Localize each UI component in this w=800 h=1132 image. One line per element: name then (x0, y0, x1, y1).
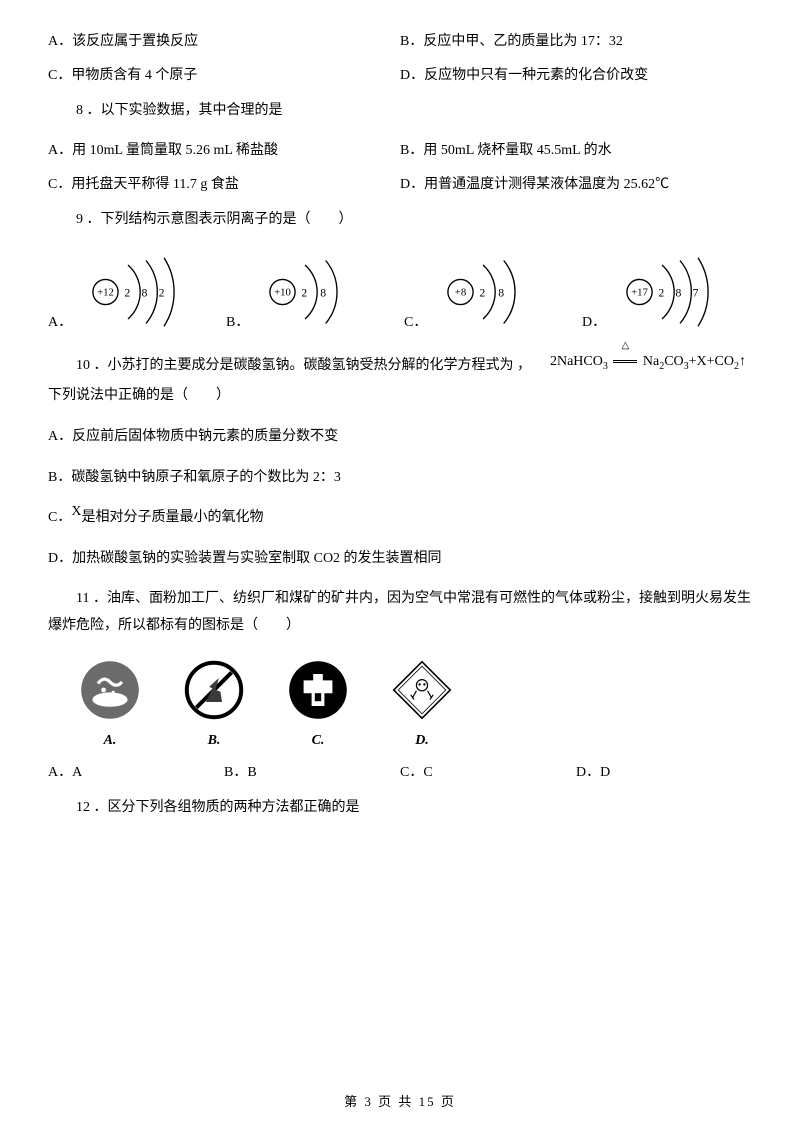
explosive-icon (286, 658, 350, 722)
svg-text:2: 2 (659, 287, 665, 300)
svg-text:7: 7 (693, 287, 699, 300)
q9-diagram-b: B． +10 2 8 (226, 247, 396, 337)
q8-option-c: C．用托盘天平称得 11.7 g 食盐 (48, 173, 400, 193)
q8-options-row1: A．用 10mL 量筒量取 5.26 mL 稀盐酸 B．用 50mL 烧杯量取 … (48, 139, 752, 159)
corrosive-icon (78, 658, 142, 722)
no-fire-icon (182, 658, 246, 722)
svg-text:8: 8 (499, 287, 505, 300)
q10-option-a: A．反应前后固体物质中钠元素的质量分数不变 (48, 424, 752, 451)
q11-options: A．A B．B C．C D．D (48, 761, 752, 781)
q7-option-c: C．甲物质含有 4 个原子 (48, 64, 400, 84)
q8-options-row2: C．用托盘天平称得 11.7 g 食盐 D．用普通温度计测得某液体温度为 25.… (48, 173, 752, 193)
q7-option-a: A．该反应属于置换反应 (48, 30, 400, 50)
svg-text:2: 2 (125, 287, 131, 300)
svg-text:2: 2 (480, 287, 486, 300)
q10-equation: 2NaHCO3 △ Na2CO3+X+CO2↑ (544, 347, 752, 379)
atom-b-icon: +10 2 8 (253, 247, 393, 337)
svg-text:+12: +12 (97, 287, 114, 299)
svg-text:+17: +17 (631, 287, 648, 299)
q9-diagram-c: C． +8 2 8 (404, 247, 574, 337)
q11-option-d: D．D (576, 761, 752, 781)
q11-option-a: A．A (48, 761, 224, 781)
svg-text:8: 8 (321, 287, 327, 300)
q10-option-c: C．X是相对分子质量最小的氧化物 (48, 505, 752, 532)
q8-option-d: D．用普通温度计测得某液体温度为 25.62℃ (400, 173, 752, 193)
q9-diagram-d: D． +17 2 8 7 (582, 247, 752, 337)
q10-option-d: D．加热碳酸氢钠的实验装置与实验室制取 CO2 的发生装置相同 (48, 546, 752, 573)
svg-text:8: 8 (676, 287, 682, 300)
q11-option-b: B．B (224, 761, 400, 781)
page-footer: 第 3 页 共 15 页 (0, 1091, 800, 1110)
q8-option-b: B．用 50mL 烧杯量取 45.5mL 的水 (400, 139, 752, 159)
q9-label-c: C． (404, 311, 427, 337)
q9-diagram-a: A． +12 2 8 2 (48, 247, 218, 337)
q10-option-b: B．碳酸氢钠中钠原子和氧原子的个数比为 2：3 (48, 465, 752, 492)
q12-stem: 12 ．区分下列各组物质的两种方法都正确的是 (48, 795, 752, 822)
q7-option-b: B．反应中甲、乙的质量比为 17：32 (400, 30, 752, 50)
q10-stem: 10 ．小苏打的主要成分是碳酸氢钠。碳酸氢钠受热分解的化学方程式为 2NaHCO… (48, 351, 752, 410)
svg-text:8: 8 (142, 287, 148, 300)
q7-options-row1: A．该反应属于置换反应 B．反应中甲、乙的质量比为 17：32 (48, 30, 752, 50)
q7-options-row2: C．甲物质含有 4 个原子 D．反应物中只有一种元素的化合价改变 (48, 64, 752, 84)
q9-label-d: D． (582, 311, 606, 337)
svg-text:+10: +10 (274, 287, 291, 299)
atom-a-icon: +12 2 8 2 (76, 247, 216, 337)
q10-stem-a: 10 ．小苏打的主要成分是碳酸氢钠。碳酸氢钠受热分解的化学方程式为 (76, 358, 514, 373)
atom-c-icon: +8 2 8 (431, 247, 571, 337)
q9-diagrams: A． +12 2 8 2 B． +10 2 8 C． +8 (48, 247, 752, 337)
q11-signs: A. B. C. D. (48, 658, 752, 749)
svg-text:+8: +8 (455, 287, 466, 299)
svg-text:2: 2 (159, 287, 165, 300)
q9-label-b: B． (226, 311, 249, 337)
q11-stem: 11 ．油库、面粉加工厂、纺织厂和煤矿的矿井内，因为空气中常混有可燃性的气体或粉… (48, 586, 752, 639)
atom-d-icon: +17 2 8 7 (610, 247, 750, 337)
q11-sign-a: A. (78, 658, 142, 749)
q8-option-a: A．用 10mL 量筒量取 5.26 mL 稀盐酸 (48, 139, 400, 159)
q11-sign-b: B. (182, 658, 246, 749)
q11-sign-c: C. (286, 658, 350, 749)
q9-stem: 9 ．下列结构示意图表示阴离子的是（ ） (48, 207, 752, 234)
q11-sign-d: D. (390, 658, 454, 749)
q7-option-d: D．反应物中只有一种元素的化合价改变 (400, 64, 752, 84)
q9-label-a: A． (48, 311, 72, 337)
toxic-diamond-icon (390, 658, 454, 722)
q8-stem: 8 ．以下实验数据，其中合理的是 (48, 98, 752, 125)
svg-text:2: 2 (302, 287, 308, 300)
q11-option-c: C．C (400, 761, 576, 781)
